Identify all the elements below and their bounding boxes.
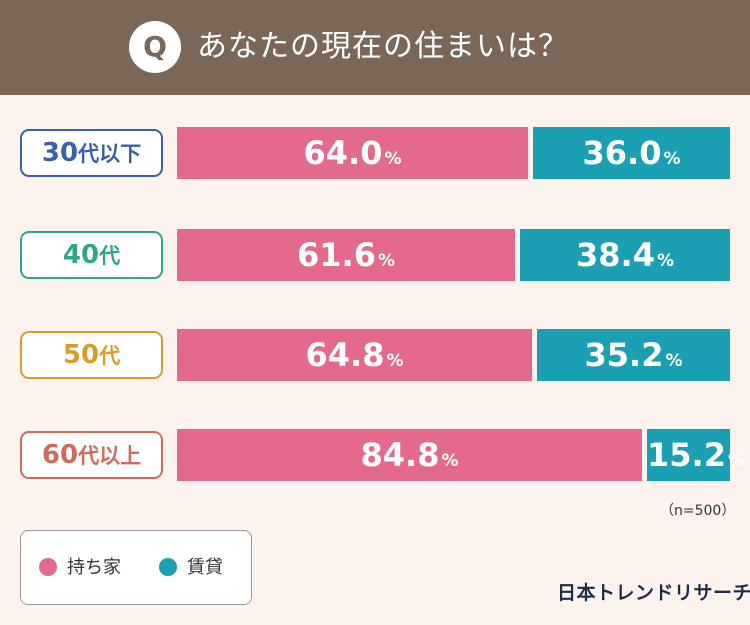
- bar-value-label: 36.0: [582, 134, 662, 172]
- legend-label-owned: 持ち家: [67, 557, 121, 578]
- percent-unit: %: [377, 251, 395, 271]
- percent-unit: %: [386, 351, 404, 371]
- legend-swatch-owned: [39, 558, 57, 576]
- bar-segment-owned: 61.6%: [177, 229, 515, 281]
- bar-value-label: 64.0: [303, 134, 383, 172]
- category-label: 60代以上: [20, 431, 163, 479]
- bar-segment-owned: 64.8%: [177, 329, 532, 381]
- legend-item-owned: 持ち家: [39, 557, 121, 579]
- category-label: 30代以下: [20, 129, 163, 177]
- category-label-number: 40: [62, 240, 100, 270]
- bar-value-label: 38.4: [576, 236, 655, 274]
- category-label-number: 50: [62, 340, 100, 370]
- category-label: 40代: [20, 231, 163, 279]
- brand-logo: 日本トレンドリサーチ: [557, 582, 750, 604]
- category-label: 50代: [20, 331, 163, 379]
- category-label-number: 30: [41, 138, 79, 168]
- legend-item-rented: 賃貸: [159, 557, 223, 579]
- bar-segment-rented: 35.2%: [537, 329, 730, 381]
- legend-swatch-rented: [159, 558, 177, 576]
- bar-value-label: 84.8: [360, 436, 440, 474]
- legend: 持ち家 賃貸: [20, 530, 252, 605]
- percent-unit: %: [384, 149, 402, 169]
- percent-unit: %: [727, 451, 745, 471]
- legend-label-rented: 賃貸: [187, 557, 223, 578]
- bar-value-label: 64.8: [305, 336, 385, 374]
- bar-segment-rented: 36.0%: [533, 127, 730, 179]
- percent-unit: %: [656, 251, 674, 271]
- bar-segment-rented: 38.4%: [520, 229, 730, 281]
- percent-unit: %: [441, 451, 459, 471]
- bar-value-label: 15.2: [647, 436, 726, 474]
- question-title: あなたの現在の住まいは？: [197, 29, 569, 64]
- bar-segment-owned: 84.8%: [177, 429, 642, 481]
- category-label-suffix: 代: [99, 244, 121, 268]
- category-label-suffix: 代: [99, 344, 121, 368]
- bar-value-label: 61.6: [297, 236, 376, 274]
- header-bar: Q あなたの現在の住まいは？: [0, 0, 750, 95]
- bar-value-label: 35.2: [584, 336, 664, 374]
- category-label-suffix: 代以下: [78, 142, 142, 166]
- percent-unit: %: [663, 149, 681, 169]
- bar-segment-owned: 64.0%: [177, 127, 528, 179]
- question-badge: Q: [129, 21, 181, 73]
- bar-segment-rented: 15.2%: [647, 429, 745, 481]
- category-label-suffix: 代以上: [78, 444, 142, 468]
- category-label-number: 60: [41, 440, 79, 470]
- percent-unit: %: [665, 351, 683, 371]
- sample-size-note: （n=500）: [660, 503, 736, 519]
